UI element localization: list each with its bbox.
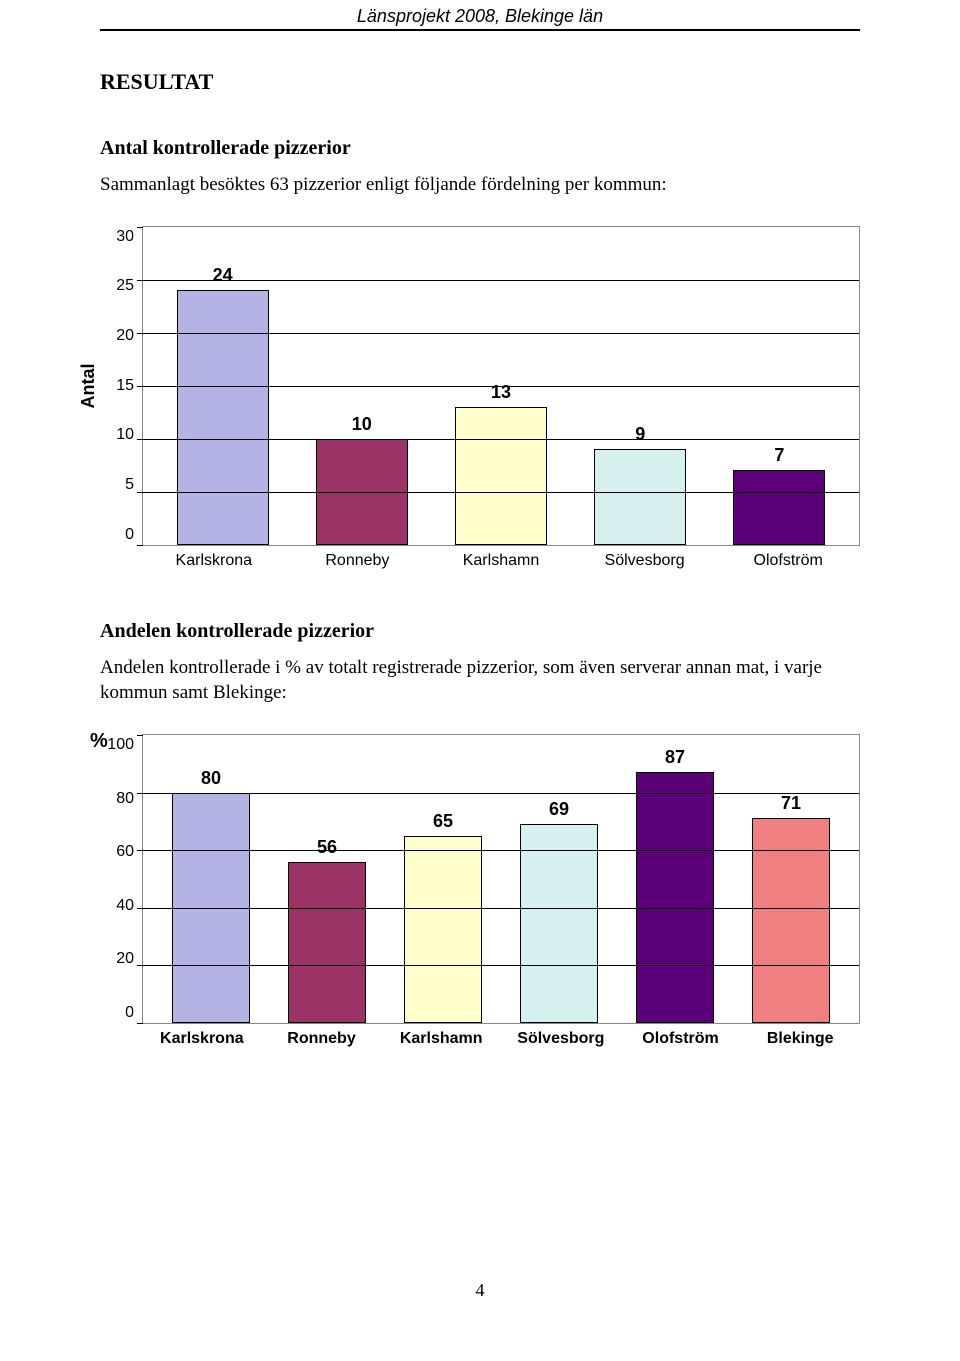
- y-tick-mark: [137, 965, 143, 966]
- x-axis-label: Olofström: [716, 552, 860, 570]
- y-tick-mark: [137, 333, 143, 334]
- y-tick-label: 20: [116, 950, 134, 968]
- y-tick-label: 25: [116, 277, 134, 295]
- x-axis-label: Ronneby: [286, 552, 430, 570]
- chart2: % 100806040200 805665698771 KarlskronaRo…: [100, 734, 860, 1048]
- bar-slot: 71: [733, 735, 849, 1023]
- y-tick-label: 30: [116, 228, 134, 246]
- gridline: [143, 965, 859, 966]
- gridline: [143, 850, 859, 851]
- x-axis-label: Karlskrona: [142, 1030, 262, 1048]
- gridline: [143, 492, 859, 493]
- x-axis-label: Sölvesborg: [501, 1030, 621, 1048]
- document-header: Länsprojekt 2008, Blekinge län: [100, 0, 860, 29]
- y-tick-label: 10: [116, 426, 134, 444]
- bar-value-label: 69: [501, 799, 617, 820]
- y-tick-mark: [137, 850, 143, 851]
- y-tick-mark: [137, 439, 143, 440]
- bar: [733, 470, 825, 544]
- x-axis-label: Sölvesborg: [573, 552, 717, 570]
- y-tick-mark: [137, 1023, 143, 1024]
- bar-value-label: 87: [617, 747, 733, 768]
- y-tick-label: 0: [125, 526, 134, 544]
- chart2-frame: % 100806040200 805665698771: [100, 734, 860, 1024]
- x-axis-label: Karlskrona: [142, 552, 286, 570]
- section-title: RESULTAT: [100, 69, 860, 95]
- y-tick-mark: [137, 227, 143, 228]
- y-tick-mark: [137, 793, 143, 794]
- bar-slot: 69: [501, 735, 617, 1023]
- bar-slot: 80: [153, 735, 269, 1023]
- chart2-x-labels: KarlskronaRonnebyKarlshamnSölvesborgOlof…: [142, 1030, 860, 1048]
- gridline: [143, 386, 859, 387]
- bar: [636, 772, 715, 1023]
- bar: [752, 818, 831, 1022]
- chart1-plot-area: 24101397: [142, 226, 860, 546]
- page: Länsprojekt 2008, Blekinge län RESULTAT …: [0, 0, 960, 1361]
- x-axis-label: Karlshamn: [381, 1030, 501, 1048]
- y-tick-label: 60: [116, 843, 134, 861]
- chart1-heading: Antal kontrollerade pizzerior: [100, 137, 860, 160]
- gridline: [143, 439, 859, 440]
- chart2-plot-area: 80 566569 87 71: [142, 734, 860, 1024]
- y-tick-mark: [137, 545, 143, 546]
- gridline: [143, 333, 859, 334]
- bar: [404, 836, 483, 1023]
- chart2-bars: 80 566569 87 71: [143, 735, 859, 1023]
- y-tick-label: 15: [116, 377, 134, 395]
- chart2-y-ticks: 100 80 60 40 20 0: [100, 734, 142, 1024]
- y-tick-mark: [137, 280, 143, 281]
- gridline: [143, 280, 859, 281]
- bar: [520, 824, 599, 1023]
- chart1-x-labels: KarlskronaRonnebyKarlshamnSölvesborgOlof…: [142, 552, 860, 570]
- bar-slot: 65: [385, 735, 501, 1023]
- bar: [177, 290, 269, 544]
- chart1: Antal 302520151050 24101397 KarlskronaRo…: [100, 226, 860, 570]
- chart2-heading: Andelen kontrollerade pizzerior: [100, 620, 860, 643]
- header-rule: [100, 29, 860, 31]
- chart1-frame: Antal 302520151050 24101397: [100, 226, 860, 546]
- y-tick-label: 80: [116, 790, 134, 808]
- gridline: [143, 908, 859, 909]
- x-axis-label: Ronneby: [262, 1030, 382, 1048]
- page-number: 4: [100, 1240, 860, 1301]
- bar-value-label: 56: [269, 837, 385, 858]
- y-tick-label: 0: [125, 1004, 134, 1022]
- y-tick-mark: [137, 386, 143, 387]
- bar: [594, 449, 686, 544]
- y-tick-mark: [137, 735, 143, 736]
- chart1-y-ticks: 30 25 20 15 10 5 0: [100, 226, 142, 546]
- bar-value-label: 10: [292, 414, 431, 435]
- bar-value-label: 7: [710, 445, 849, 466]
- y-tick-mark: [137, 908, 143, 909]
- y-tick-label: 100: [107, 736, 134, 754]
- chart2-y-axis-label: %: [90, 730, 108, 753]
- y-tick-label: 20: [116, 327, 134, 345]
- bar: [288, 862, 367, 1023]
- bar-value-label: 71: [733, 793, 849, 814]
- x-axis-label: Olofström: [621, 1030, 741, 1048]
- bar-value-label: 9: [571, 424, 710, 445]
- gridline: [143, 793, 859, 794]
- y-tick-label: 40: [116, 897, 134, 915]
- chart1-lead-text: Sammanlagt besöktes 63 pizzerior enligt …: [100, 172, 860, 198]
- bar: [455, 407, 547, 545]
- x-axis-label: Karlshamn: [429, 552, 573, 570]
- chart1-y-axis-label: Antal: [78, 363, 99, 408]
- y-tick-label: 5: [125, 476, 134, 494]
- y-tick-mark: [137, 492, 143, 493]
- bar-value-label: 65: [385, 811, 501, 832]
- chart2-lead-text: Andelen kontrollerade i % av totalt regi…: [100, 655, 860, 706]
- bar-value-label: 24: [153, 265, 292, 286]
- bar-slot: 56: [269, 735, 385, 1023]
- bar-value-label: 80: [153, 768, 269, 789]
- x-axis-label: Blekinge: [740, 1030, 860, 1048]
- bar-slot: 87: [617, 735, 733, 1023]
